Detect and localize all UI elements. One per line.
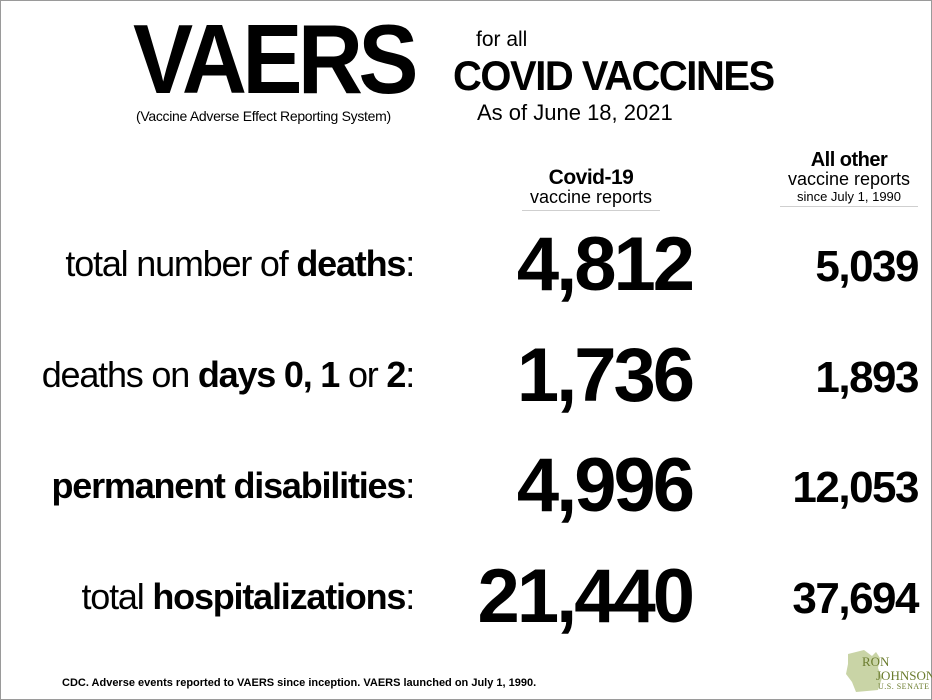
row-label: deaths on days 0, 1 or 2:	[41, 354, 415, 395]
as-of-date: As of June 18, 2021	[477, 100, 673, 125]
other-value: 1,893	[815, 353, 919, 402]
column-header-other-title: All other	[810, 149, 888, 171]
row-label-part: total	[81, 576, 153, 617]
vaers-subtitle: (Vaccine Adverse Effect Reporting System…	[136, 108, 391, 124]
column-header-other-since: since July 1, 1990	[796, 189, 902, 204]
row-label-part: days 0, 1	[197, 354, 341, 395]
row-label-part: :	[405, 243, 415, 284]
column-header-other-subtitle: vaccine reports	[787, 169, 911, 189]
other-value: 37,694	[792, 574, 919, 623]
row-label-part: deaths on	[41, 354, 198, 395]
column-header-covid: Covid-19 vaccine reports	[522, 167, 660, 211]
covid-value: 21,440	[477, 554, 695, 639]
row-label-part: permanent disabilities	[51, 465, 406, 506]
row-label-part: :	[405, 354, 415, 395]
column-header-covid-subtitle: vaccine reports	[529, 187, 653, 207]
row-label-part: deaths	[296, 243, 406, 284]
row-label-part: or	[339, 354, 387, 395]
badge-line-3: U.S. SENATE	[878, 682, 930, 691]
row-label: permanent disabilities:	[51, 465, 415, 506]
covid-value: 4,996	[516, 443, 695, 528]
row-label: total number of deaths:	[65, 243, 415, 284]
vaers-logo: VAERS	[133, 4, 419, 114]
headline: COVID VACCINES	[453, 52, 775, 99]
row-label-part: :	[405, 576, 415, 617]
column-header-other: All other vaccine reports since July 1, …	[780, 150, 918, 207]
for-all-label: for all	[476, 28, 528, 51]
column-header-covid-title: Covid-19	[548, 166, 634, 189]
other-value: 12,053	[792, 463, 919, 512]
badge-line-1: RON	[862, 654, 890, 669]
wisconsin-shape-icon	[846, 650, 882, 692]
row-label-part: total number of	[65, 243, 297, 284]
covid-value: 4,812	[516, 222, 695, 307]
covid-value: 1,736	[516, 333, 695, 418]
row-label-part: hospitalizations	[152, 576, 406, 617]
badge-line-2: JOHNSON	[876, 668, 932, 683]
row-label: total hospitalizations:	[81, 576, 416, 617]
row-label-part: 2	[386, 354, 406, 395]
senator-badge: RON JOHNSON U.S. SENATE	[842, 648, 932, 694]
row-label-part: :	[405, 465, 415, 506]
footnote: CDC. Adverse events reported to VAERS si…	[62, 677, 537, 689]
other-value: 5,039	[815, 242, 919, 291]
